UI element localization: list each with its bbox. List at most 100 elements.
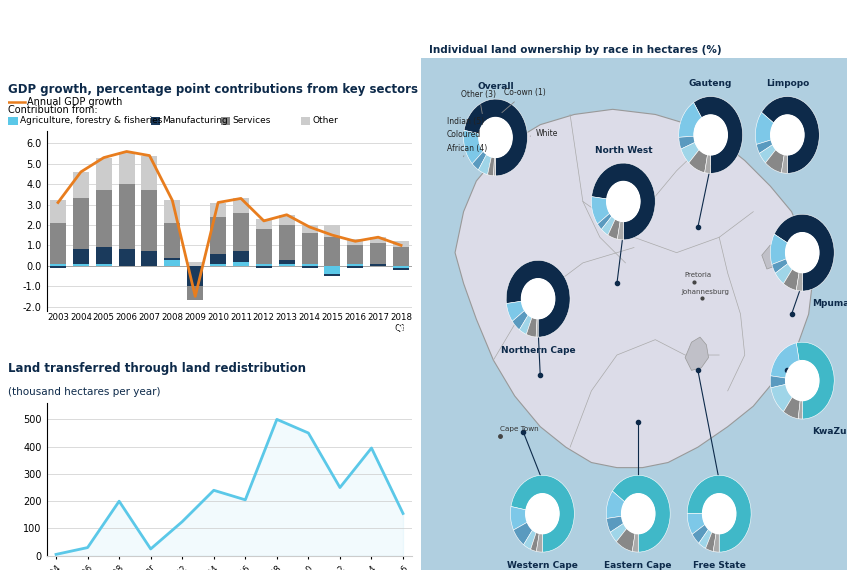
- Bar: [164, 260, 180, 266]
- Text: (thousand hectares per year): (thousand hectares per year): [8, 386, 161, 397]
- Wedge shape: [608, 219, 620, 239]
- Text: Limpopo: Limpopo: [766, 79, 809, 88]
- Bar: [119, 152, 135, 184]
- Text: Mpumalanga: Mpumalanga: [812, 299, 847, 308]
- Text: North West: North West: [595, 145, 652, 154]
- Circle shape: [694, 115, 728, 155]
- Bar: [256, 229, 272, 264]
- Circle shape: [786, 361, 819, 401]
- Bar: [164, 258, 180, 260]
- Bar: [279, 260, 295, 264]
- Wedge shape: [606, 516, 623, 532]
- Wedge shape: [536, 319, 538, 337]
- Wedge shape: [798, 400, 802, 419]
- Bar: [256, 264, 272, 266]
- Wedge shape: [713, 534, 719, 552]
- Polygon shape: [761, 245, 779, 269]
- Bar: [141, 156, 158, 190]
- Text: African (4): African (4): [446, 144, 487, 157]
- Wedge shape: [617, 221, 623, 240]
- Text: 65: 65: [786, 130, 800, 140]
- Circle shape: [606, 181, 640, 221]
- Bar: [8, 117, 18, 125]
- Bar: [96, 158, 112, 190]
- Wedge shape: [699, 529, 712, 548]
- Bar: [233, 198, 249, 213]
- Text: Years of low growth make the economy more vulnerable
to investors' expropriation: Years of low growth make the economy mor…: [17, 26, 495, 59]
- Bar: [187, 262, 203, 266]
- Wedge shape: [479, 154, 491, 174]
- Bar: [233, 251, 249, 262]
- Wedge shape: [774, 214, 834, 291]
- Circle shape: [479, 117, 512, 157]
- Wedge shape: [463, 131, 484, 164]
- Text: Other (3): Other (3): [462, 90, 496, 113]
- Wedge shape: [772, 259, 789, 273]
- Bar: [73, 198, 89, 250]
- Wedge shape: [511, 507, 528, 530]
- Bar: [73, 264, 89, 266]
- Text: 72: 72: [495, 132, 508, 142]
- Text: GDP growth, percentage point contributions from key sectors: GDP growth, percentage point contributio…: [8, 83, 418, 96]
- Bar: [50, 266, 66, 268]
- Bar: [324, 237, 340, 266]
- Wedge shape: [782, 154, 788, 173]
- Text: Johannesburg: Johannesburg: [682, 288, 729, 295]
- Wedge shape: [760, 145, 776, 163]
- Wedge shape: [756, 112, 774, 144]
- Wedge shape: [612, 475, 670, 552]
- Wedge shape: [705, 154, 711, 173]
- Text: Land transferred through land redistribution: Land transferred through land redistribu…: [8, 363, 307, 376]
- Text: 67: 67: [801, 247, 815, 258]
- Wedge shape: [783, 397, 800, 419]
- Wedge shape: [770, 376, 786, 388]
- Bar: [347, 264, 363, 266]
- Bar: [256, 219, 272, 229]
- Polygon shape: [455, 109, 813, 467]
- Bar: [210, 217, 226, 254]
- Text: 77: 77: [537, 294, 551, 304]
- Text: 73: 73: [623, 197, 636, 206]
- Wedge shape: [536, 534, 542, 552]
- Text: 65: 65: [637, 508, 650, 519]
- Bar: [141, 190, 158, 251]
- Wedge shape: [507, 301, 524, 321]
- Bar: [164, 201, 180, 223]
- Wedge shape: [464, 99, 528, 176]
- Text: Free State: Free State: [693, 560, 745, 569]
- Wedge shape: [617, 528, 635, 551]
- Bar: [119, 184, 135, 250]
- Text: Eastern Cape: Eastern Cape: [605, 560, 672, 569]
- Bar: [73, 250, 89, 264]
- Text: 59: 59: [710, 130, 723, 140]
- Bar: [279, 215, 295, 225]
- Bar: [233, 262, 249, 266]
- Text: ...while government data on land ownership is disputed: ...while government data on land ownersh…: [434, 13, 847, 27]
- Wedge shape: [632, 534, 639, 552]
- Bar: [96, 264, 112, 266]
- Wedge shape: [488, 157, 495, 176]
- Wedge shape: [770, 234, 788, 264]
- Circle shape: [622, 494, 655, 534]
- Circle shape: [771, 115, 804, 155]
- Text: 53: 53: [801, 376, 815, 386]
- Polygon shape: [685, 337, 709, 371]
- Wedge shape: [771, 384, 793, 412]
- Bar: [302, 264, 318, 266]
- Wedge shape: [694, 96, 743, 173]
- Bar: [324, 274, 340, 276]
- Wedge shape: [706, 532, 716, 551]
- Bar: [50, 223, 66, 264]
- Circle shape: [526, 494, 559, 534]
- Wedge shape: [796, 272, 802, 291]
- Text: Northern Cape: Northern Cape: [501, 345, 575, 355]
- Wedge shape: [473, 151, 487, 170]
- Wedge shape: [783, 269, 800, 290]
- Text: 72: 72: [541, 508, 555, 519]
- Bar: [393, 241, 409, 247]
- Bar: [210, 202, 226, 217]
- Text: Cape Town: Cape Town: [500, 426, 539, 431]
- Bar: [347, 245, 363, 264]
- Wedge shape: [687, 514, 706, 534]
- Wedge shape: [761, 96, 819, 173]
